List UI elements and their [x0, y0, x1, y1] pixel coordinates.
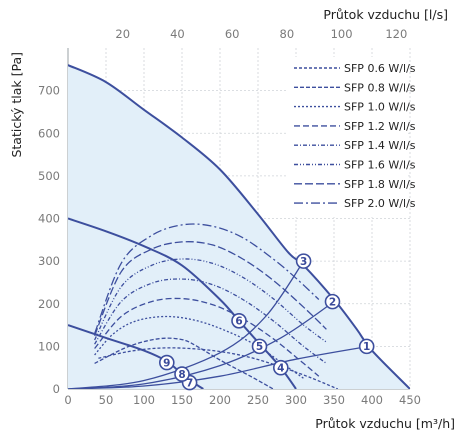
y-tick-label: 600	[38, 126, 60, 140]
legend-label: SFP 1.4 W/l/s	[344, 139, 416, 152]
marker-circle	[174, 366, 190, 382]
marker-circle	[159, 354, 175, 371]
x2-tick-label: 80	[280, 27, 295, 41]
y-tick-label: 200	[38, 297, 60, 311]
y-tick-label: 400	[38, 212, 60, 226]
marker-label: 7	[186, 377, 193, 389]
sfp-curve	[93, 241, 327, 336]
y-tick-label: 300	[38, 254, 60, 268]
system-curve	[68, 301, 335, 389]
operating-point-marker: 9	[159, 354, 175, 371]
x-axis-title: Průtok vzduchu [m³/h]	[315, 416, 455, 431]
sfp-curve	[94, 258, 327, 343]
marker-circle	[272, 359, 289, 376]
operating-point-marker: 4	[272, 359, 289, 376]
legend: SFP 0.6 W/l/s SFP 0.8 W/l/s SFP 1.0 W/l/s S…	[288, 57, 416, 217]
marker-label: 5	[256, 341, 263, 353]
curves	[68, 64, 410, 389]
sfp-curve	[94, 278, 327, 364]
legend-label: SFP 1.6 W/l/s	[344, 159, 416, 172]
legend-label: SFP 2.0 W/l/s	[344, 197, 416, 210]
marker-label: 1	[363, 341, 370, 353]
sfp-curve	[98, 347, 339, 389]
x-tick-label: 100	[133, 393, 155, 407]
marker-label: 3	[300, 256, 307, 268]
y-tick-label: 0	[53, 382, 60, 396]
x2-tick-label: 100	[331, 27, 353, 41]
x-tick-label: 200	[209, 393, 231, 407]
y-tick-label: 100	[38, 339, 60, 353]
system-curve	[68, 260, 305, 389]
legend-label: SFP 0.8 W/l/s	[344, 81, 416, 94]
fan-curve	[68, 64, 410, 389]
y-tick-label: 700	[38, 84, 60, 98]
x2-tick-label: 120	[385, 27, 407, 41]
markers: 1 2 3 4 5 6 789	[159, 253, 375, 391]
operating-point-marker: 3	[295, 253, 312, 269]
marker-circle	[358, 338, 375, 355]
marker-circle	[295, 253, 312, 269]
legend-label: SFP 1.8 W/l/s	[344, 178, 416, 191]
operating-point-marker: 5	[251, 338, 268, 355]
x-tick-label: 0	[64, 393, 71, 407]
sfp-curve	[94, 297, 320, 377]
legend-label: SFP 1.2 W/l/s	[344, 120, 416, 133]
legend-label: SFP 0.6 W/l/s	[344, 62, 416, 75]
x-tick-label: 50	[99, 393, 114, 407]
y-axis-title: Statický tlak [Pa]	[9, 52, 24, 158]
marker-label: 2	[329, 296, 336, 308]
marker-circle	[324, 293, 341, 310]
x-tick-label: 450	[399, 393, 421, 407]
x-tick-label: 250	[247, 393, 269, 407]
x2-tick-label: 40	[170, 27, 185, 41]
operating-point-marker: 2	[324, 293, 341, 310]
x2-axis-title: Průtok vzduchu [l/s]	[323, 7, 448, 22]
x2-tick-label: 60	[225, 27, 240, 41]
marker-label: 6	[235, 316, 242, 328]
marker-circle	[231, 312, 247, 329]
x-tick-label: 400	[361, 393, 383, 407]
ticks: 0 50 100 150 200 250 300 350 400 4500100200300400…	[38, 27, 421, 407]
marker-label: 9	[163, 357, 170, 369]
system-curve	[68, 345, 369, 389]
marker-label: 4	[277, 362, 284, 374]
marker-circle	[251, 338, 268, 355]
fan-curve	[68, 217, 297, 389]
legend-background	[288, 57, 408, 217]
operating-point-marker: 8	[174, 366, 190, 382]
x-tick-label: 350	[323, 393, 345, 407]
x-tick-label: 150	[171, 393, 193, 407]
legend-label: SFP 1.0 W/l/s	[344, 101, 416, 114]
operating-point-marker: 1	[358, 338, 375, 355]
marker-label: 8	[178, 369, 185, 381]
operating-point-marker: 6	[231, 312, 247, 329]
x-tick-label: 300	[285, 393, 307, 407]
y-tick-label: 500	[38, 169, 60, 183]
x2-tick-label: 20	[115, 27, 130, 41]
